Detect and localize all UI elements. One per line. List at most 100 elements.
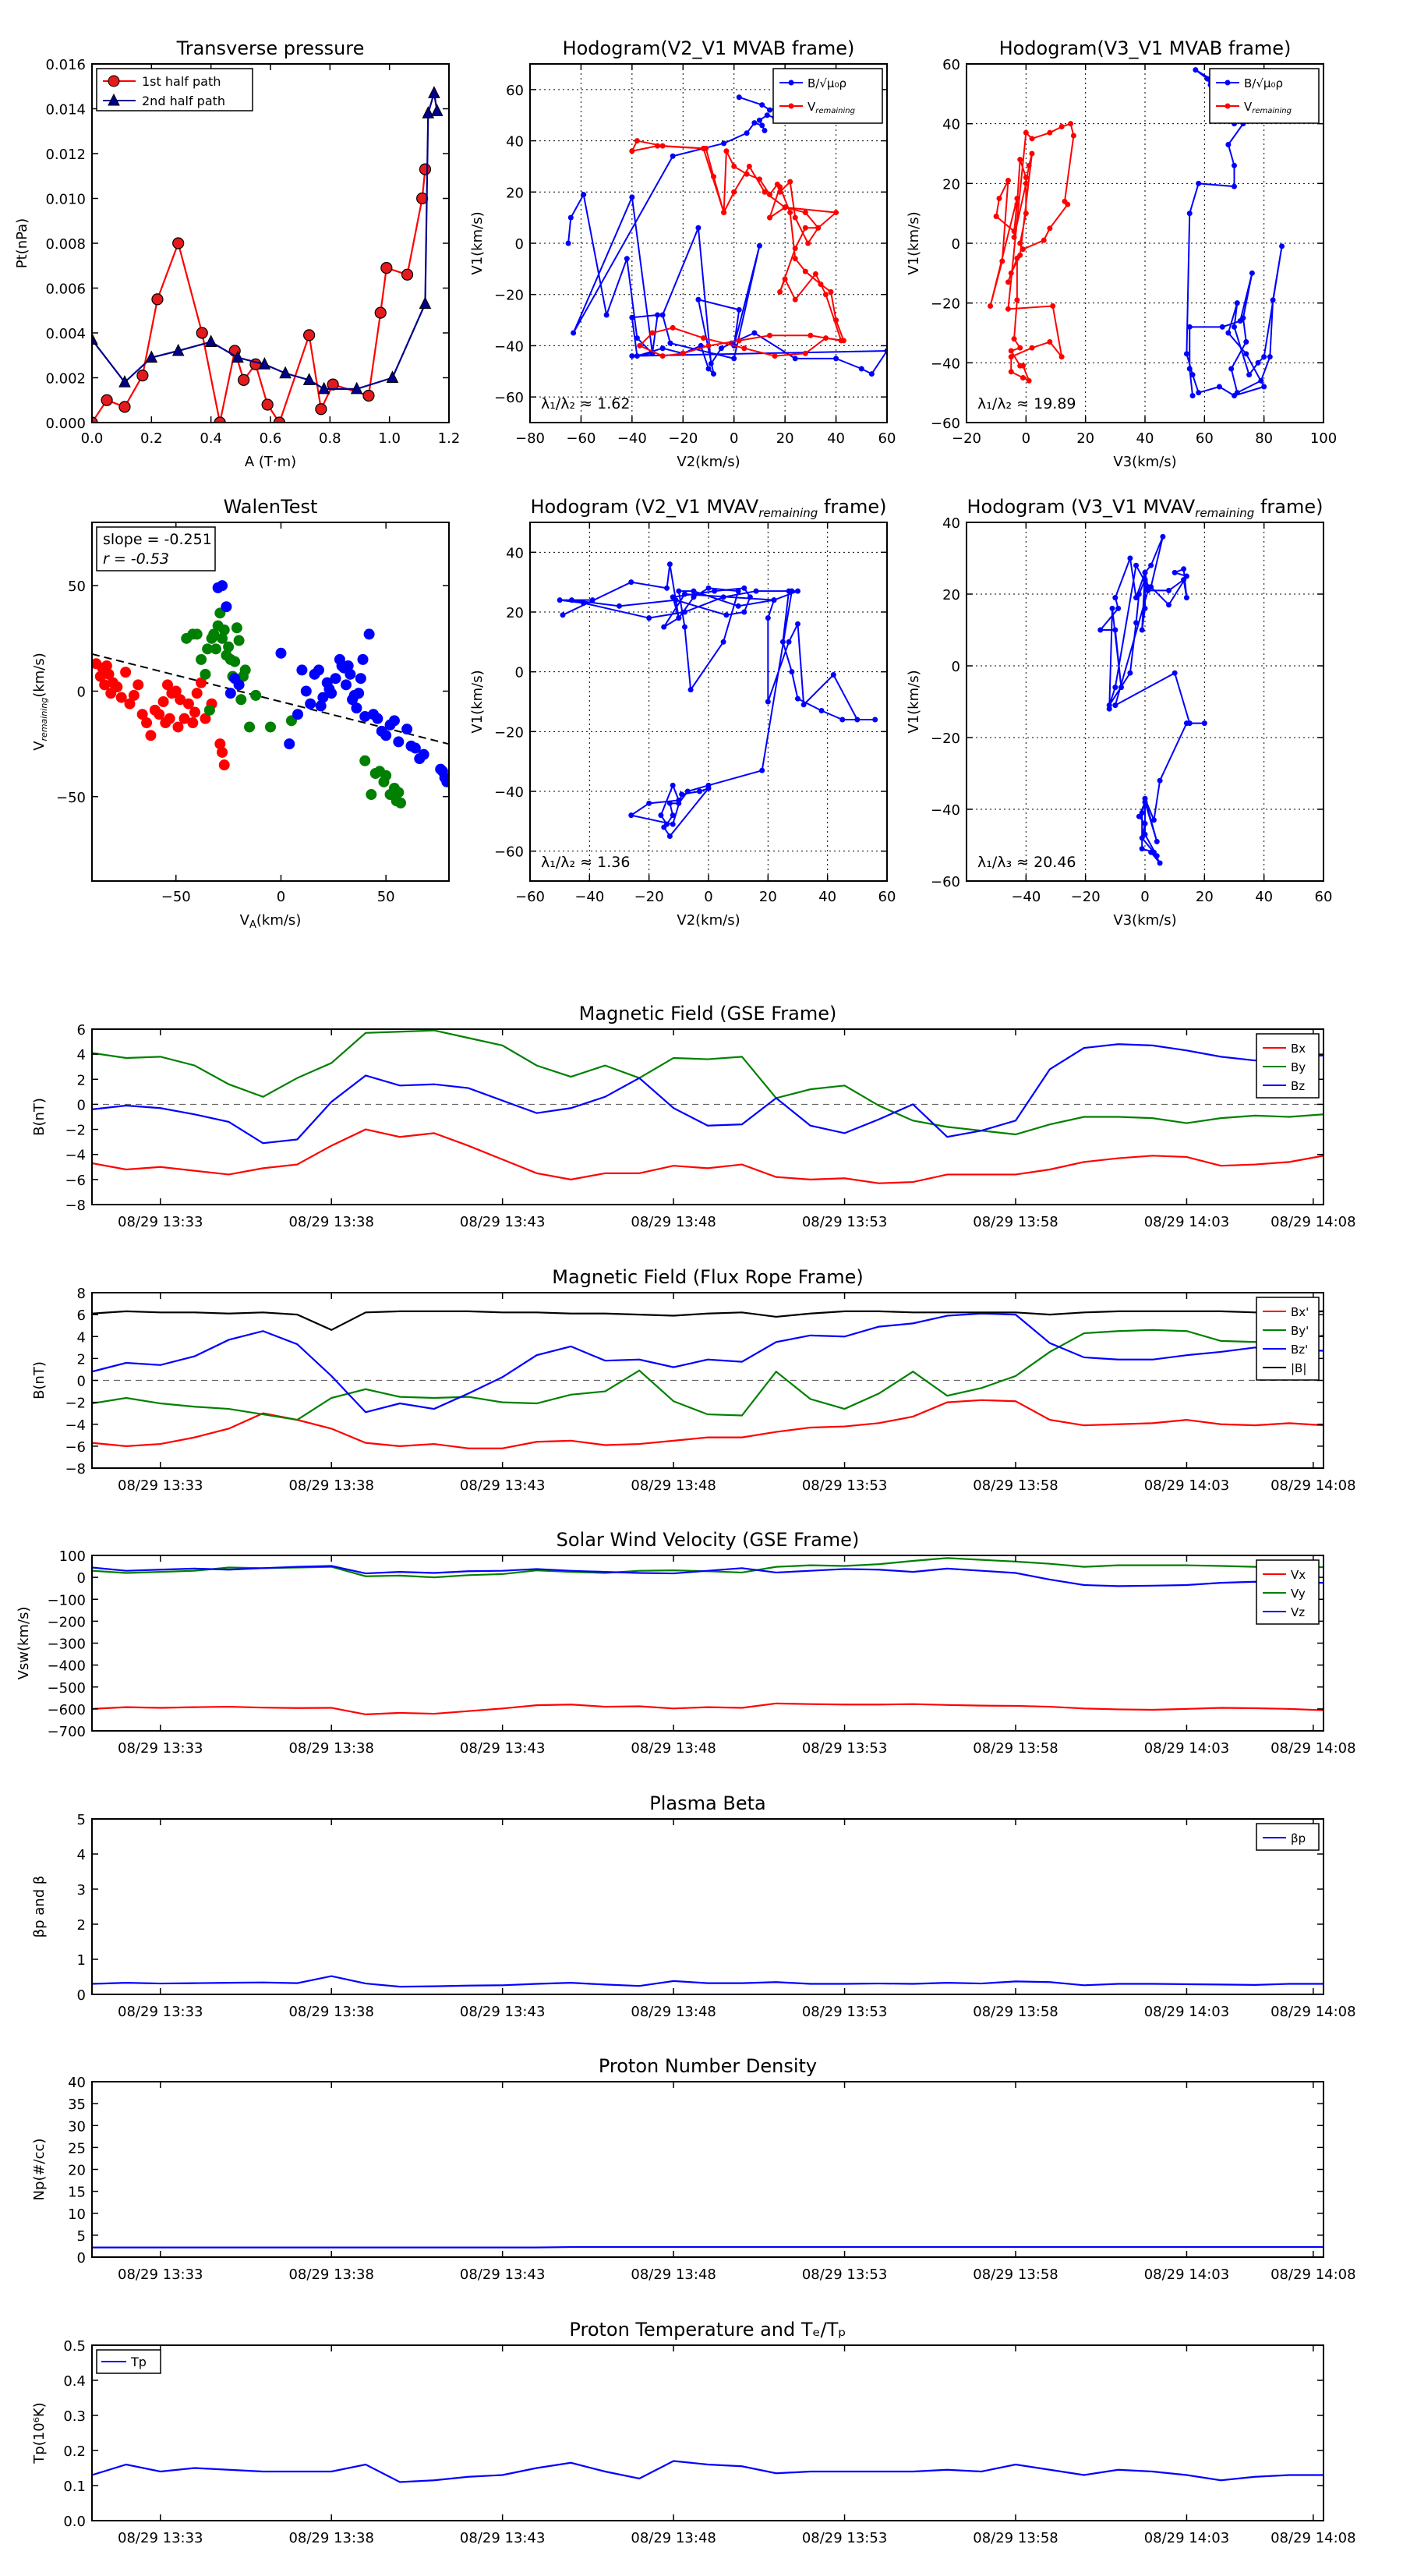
y-tick-label: 0.0 <box>63 2514 86 2530</box>
data-point <box>746 163 752 169</box>
scatter-point <box>191 688 203 699</box>
scatter-point <box>393 787 405 798</box>
data-point <box>723 148 730 154</box>
x-tick-label: 08/29 13:53 <box>802 2266 887 2283</box>
y-tick-label: 6 <box>77 1307 86 1324</box>
x-tick-label: 08/29 13:38 <box>288 2004 373 2020</box>
y-tick-label: 0 <box>77 684 86 700</box>
data-point <box>1014 201 1020 207</box>
data-point <box>744 130 750 136</box>
scatter-point <box>366 789 377 801</box>
scatter-point <box>441 776 449 787</box>
data-point <box>659 312 666 318</box>
scatter-point <box>380 730 392 741</box>
x-tick-label: 08/29 14:03 <box>1144 1740 1229 1757</box>
data-point <box>993 214 999 219</box>
scatter-point <box>395 797 407 809</box>
data-point <box>721 140 727 147</box>
data-point <box>1232 393 1237 398</box>
x-tick-label: 20 <box>1196 889 1214 905</box>
scatter-point <box>363 628 375 640</box>
data-point <box>571 330 577 336</box>
data-point <box>1243 351 1249 357</box>
y-tick-label: 25 <box>68 2140 86 2157</box>
x-tick-label: 80 <box>1255 430 1273 447</box>
y-tick-label: 0.3 <box>63 2408 86 2425</box>
x-tick-label: −20 <box>1071 889 1101 905</box>
data-point <box>1020 363 1027 369</box>
data-point <box>697 788 703 794</box>
data-point <box>751 120 758 126</box>
x-tick-label: 08/29 14:08 <box>1270 2530 1355 2546</box>
x-axis-label: V3(km/s) <box>1113 454 1176 470</box>
scatter-point <box>210 643 221 655</box>
y-tick-label: 0.2 <box>63 2443 86 2460</box>
data-point <box>815 225 822 231</box>
y-tick-label: 0.4 <box>63 2373 86 2390</box>
data-point <box>1261 354 1267 360</box>
data-point <box>655 312 661 318</box>
y-tick-label: −60 <box>931 874 960 890</box>
data-point <box>988 303 994 309</box>
scatter-point <box>187 717 199 729</box>
data-point <box>1139 810 1145 816</box>
data-point <box>744 171 750 177</box>
data-point <box>822 335 829 341</box>
y-tick-label: 100 <box>59 1548 86 1565</box>
y-tick-label: 4 <box>77 1047 86 1063</box>
chart-h4: Hodogram (V3_V1 MVAVremaining frame) −60 −… <box>906 496 1332 929</box>
data-point <box>204 334 217 347</box>
scatter-point <box>111 681 123 693</box>
y-tick-label: 0.000 <box>45 416 86 432</box>
scatter-point <box>233 635 245 646</box>
y-tick-label: 20 <box>68 2163 86 2179</box>
data-point <box>872 717 878 723</box>
data-point <box>659 353 666 359</box>
y-tick-label: −6 <box>65 1439 86 1456</box>
data-point <box>666 800 673 806</box>
legend: Bx By Bz <box>1256 1033 1320 1099</box>
data-point <box>712 588 718 594</box>
series-line-1 <box>92 1029 1323 1136</box>
y-tick-label: 10 <box>68 2206 86 2223</box>
data-point <box>1157 860 1163 866</box>
data-point <box>1026 162 1032 168</box>
data-point <box>1246 372 1253 378</box>
y-tick-label: 35 <box>68 2097 86 2113</box>
data-point <box>833 317 839 324</box>
x-tick-label: 20 <box>1076 430 1094 447</box>
x-tick-label: 08/29 13:53 <box>802 1740 887 1757</box>
x-tick-label: 0.0 <box>81 430 104 447</box>
scatter-point <box>218 759 230 771</box>
data-point <box>771 597 777 603</box>
x-tick-label: 08/29 13:38 <box>288 1477 373 1494</box>
data-point <box>767 214 773 221</box>
plot-area <box>92 2245 1323 2249</box>
chart-walen: WalenTest −50 0 50 −50 0 50 VA(km/s) Vremaining(… <box>31 496 450 931</box>
y-tick-label: −2 <box>65 1396 86 1412</box>
data-point <box>1112 685 1119 691</box>
data-point <box>1166 602 1172 608</box>
plot-area <box>92 86 444 423</box>
y-axis-label: Vsw(km/s) <box>16 1607 32 1680</box>
data-point <box>812 271 818 277</box>
scatter-point <box>244 721 256 733</box>
chart-h3: Hodogram (V2_V1 MVAVremaining frame) −60 −… <box>469 496 896 929</box>
data-point <box>628 812 634 819</box>
y-tick-label: 1 <box>77 1952 86 1969</box>
data-point <box>1234 300 1240 306</box>
legend: B/√μ₀ρ Vremaining <box>772 68 883 124</box>
data-point <box>279 366 292 379</box>
y-axis-label: Pt(nPa) <box>14 218 30 268</box>
legend-label: Vz <box>1291 1605 1305 1619</box>
data-point <box>741 345 747 352</box>
data-point <box>1225 142 1232 147</box>
scatter-point <box>326 688 337 699</box>
data-point <box>767 192 773 198</box>
axes-frame <box>91 2344 1324 2521</box>
legend-marker <box>788 80 794 86</box>
x-tick-label: 08/29 13:43 <box>460 1740 545 1757</box>
scatter-point <box>191 628 203 640</box>
x-tick-label: 08/29 14:08 <box>1270 2266 1355 2283</box>
y-tick-label: 2 <box>77 1917 86 1934</box>
